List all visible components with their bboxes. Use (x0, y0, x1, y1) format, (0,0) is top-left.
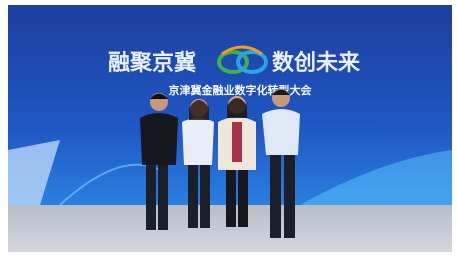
leg (146, 160, 156, 230)
shirt (232, 122, 242, 162)
leg (284, 150, 295, 238)
subtitle: 京津冀金融业数字化转型大会 (169, 83, 313, 97)
headline-left: 融聚京冀 (108, 50, 196, 76)
leg (158, 160, 168, 230)
headline-right: 数创未来 (272, 50, 361, 76)
leg (226, 165, 236, 227)
torso (182, 118, 214, 165)
page: {"banner": {"headline_left": "融聚京冀", "he… (0, 0, 457, 259)
leg (238, 165, 248, 227)
leg (188, 160, 198, 228)
leg (200, 160, 210, 228)
photo: 融聚京冀 数创未来 京津冀金融业数字化转型大会 (0, 0, 457, 259)
torso (140, 113, 178, 165)
leg (270, 150, 281, 238)
torso (262, 109, 300, 155)
